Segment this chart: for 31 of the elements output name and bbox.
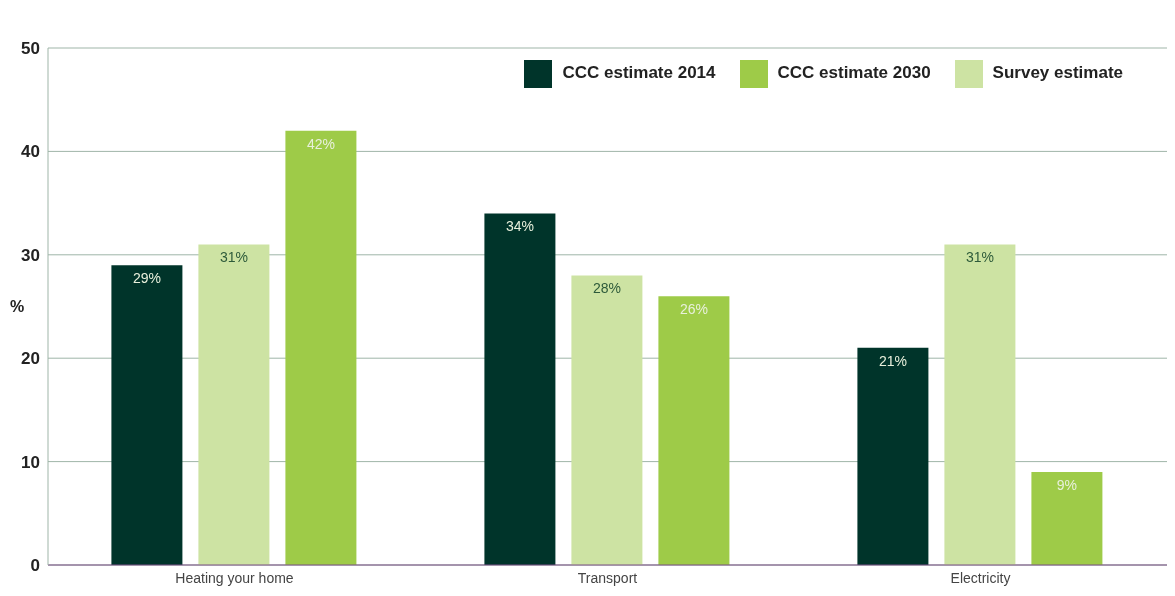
data-label: 9% [1056,476,1078,493]
y-axis-title: % [10,298,25,316]
x-tick-label: Transport [577,569,638,586]
data-label: 29% [132,270,161,287]
data-label: 31% [219,249,248,266]
bar [285,130,357,565]
y-tick-label: 0 [30,556,40,576]
data-label: 26% [679,301,708,318]
data-label: 34% [505,218,534,235]
x-tick-label: Heating your home [175,569,294,586]
bar [857,347,929,565]
bar [658,296,730,565]
y-tick-label: 10 [21,452,40,472]
bar [198,244,270,565]
y-tick-label: 50 [21,39,40,59]
bar [484,213,556,565]
bar [1031,471,1103,565]
x-tick-label: Electricity [950,569,1011,586]
bar [571,275,643,565]
y-tick-label: 30 [21,245,40,265]
bar [944,244,1016,565]
bar [111,265,183,565]
y-tick-label: 40 [21,142,40,162]
legend-label: CCC estimate 2030 [777,63,931,83]
y-tick-label: 20 [21,349,40,369]
data-label: 21% [878,352,907,369]
data-label: 42% [306,135,335,152]
legend-label: CCC estimate 2014 [562,63,716,83]
data-label: 31% [965,249,994,266]
data-label: 28% [592,280,621,297]
legend-label: Survey estimate [992,63,1123,83]
